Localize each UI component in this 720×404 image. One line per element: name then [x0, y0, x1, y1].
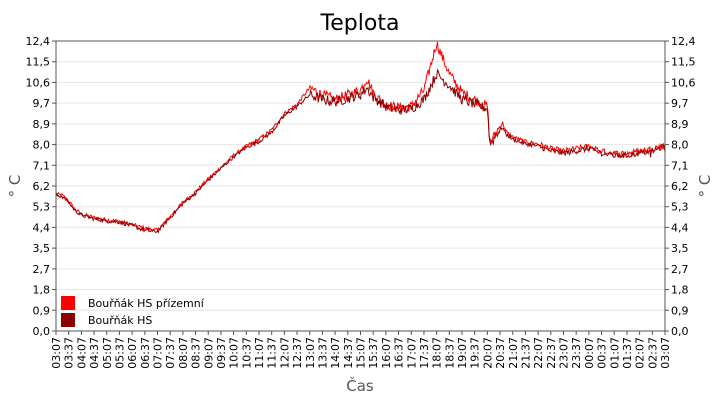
x-tick-label: 12:07 — [278, 337, 291, 369]
y-tick-label-left: 1,8 — [33, 284, 51, 297]
x-tick-label: 09:07 — [202, 337, 215, 369]
x-tick-label: 09:37 — [215, 337, 228, 369]
y-tick-label-right: 8,9 — [671, 118, 689, 131]
y-tick-label-left: 0,9 — [33, 304, 51, 317]
y-tick-label-right: 10,6 — [671, 76, 696, 89]
x-tick-label: 05:37 — [113, 337, 126, 369]
y-tick-label-right: 7,1 — [671, 159, 689, 172]
x-tick-label: 01:37 — [621, 337, 634, 369]
x-tick-label: 03:37 — [63, 337, 76, 369]
x-axis-label: Čas — [346, 376, 374, 395]
x-tick-label: 16:07 — [380, 337, 393, 369]
legend-swatch — [61, 313, 75, 327]
y-tick-label-right: 2,7 — [671, 263, 689, 276]
x-tick-label: 23:37 — [570, 337, 583, 369]
x-tick-label: 06:37 — [139, 337, 152, 369]
y-tick-label-left: 10,6 — [26, 76, 51, 89]
x-tick-label: 18:07 — [431, 337, 444, 369]
legend: Bouřňák HS přízemní Bouřňák HS — [61, 296, 205, 327]
x-tick-label: 02:37 — [646, 337, 659, 369]
x-tick-label: 07:37 — [164, 337, 177, 369]
y-tick-label-right: 1,8 — [671, 284, 689, 297]
y-tick-label-left: 6,2 — [33, 180, 51, 193]
x-tick-label: 21:37 — [519, 337, 532, 369]
x-tick-label: 12:37 — [291, 337, 304, 369]
x-tick-label: 07:07 — [152, 337, 165, 369]
x-tick-label: 11:37 — [266, 337, 279, 369]
y-axis-label-left: ° C — [6, 175, 24, 198]
x-tick-label: 17:07 — [405, 337, 418, 369]
x-tick-label: 02:07 — [634, 337, 647, 369]
x-tick-label: 16:37 — [393, 337, 406, 369]
x-tick-label: 06:07 — [126, 337, 139, 369]
x-tick-label: 05:07 — [101, 337, 114, 369]
x-tick-label: 04:07 — [75, 337, 88, 369]
x-tick-label: 20:37 — [494, 337, 507, 369]
x-tick-label: 15:37 — [367, 337, 380, 369]
series-line-0 — [55, 41, 666, 233]
x-tick-label: 20:07 — [481, 337, 494, 369]
x-tick-label: 08:37 — [190, 337, 203, 369]
x-tick-label: 11:07 — [253, 337, 266, 369]
y-tick-label-left: 12,4 — [26, 35, 51, 48]
x-tick-label: 17:37 — [418, 337, 431, 369]
y-tick-label-left: 9,7 — [33, 97, 51, 110]
y-tick-label-right: 5,3 — [671, 201, 689, 214]
x-tick-label: 08:07 — [177, 337, 190, 369]
y-tick-label-left: 3,5 — [33, 242, 51, 255]
series-lines — [55, 41, 666, 234]
x-tick-label: 19:07 — [456, 337, 469, 369]
series-line-1 — [55, 68, 666, 234]
y-tick-label-left: 0,0 — [33, 325, 51, 338]
y-tick-label-right: 3,5 — [671, 242, 689, 255]
grid-lines — [56, 40, 665, 332]
y-tick-label-right: 0,0 — [671, 325, 689, 338]
x-tick-label: 01:07 — [608, 337, 621, 369]
y-tick-label-left: 4,4 — [33, 221, 51, 234]
y-tick-label-left: 5,3 — [33, 201, 51, 214]
x-tick-label: 03:07 — [50, 337, 63, 369]
x-tick-label: 22:37 — [545, 337, 558, 369]
y-tick-label-left: 8,0 — [33, 139, 51, 152]
y-tick-label-left: 11,5 — [26, 56, 51, 69]
x-tick-label: 19:37 — [469, 337, 482, 369]
legend-label: Bouřňák HS přízemní — [88, 297, 205, 310]
x-tick-label: 00:37 — [596, 337, 609, 369]
x-tick-label: 14:37 — [342, 337, 355, 369]
x-tick-label: 00:07 — [583, 337, 596, 369]
x-tick-label: 13:37 — [316, 337, 329, 369]
y-tick-label-right: 4,4 — [671, 221, 689, 234]
y-axis-label-right: ° C — [696, 175, 714, 198]
legend-swatch — [61, 296, 75, 310]
y-tick-label-left: 7,1 — [33, 159, 51, 172]
x-tick-label: 03:07 — [659, 337, 672, 369]
y-tick-label-left: 8,9 — [33, 118, 51, 131]
x-tick-label: 10:07 — [228, 337, 241, 369]
y-tick-label-right: 8,0 — [671, 139, 689, 152]
y-tick-label-right: 9,7 — [671, 97, 689, 110]
y-tick-label-left: 2,7 — [33, 263, 51, 276]
x-tick-label: 15:07 — [355, 337, 368, 369]
y-tick-label-right: 0,9 — [671, 304, 689, 317]
x-tick-label: 21:07 — [507, 337, 520, 369]
x-tick-label: 13:07 — [304, 337, 317, 369]
x-tick-label: 10:37 — [240, 337, 253, 369]
x-tick-label: 23:07 — [558, 337, 571, 369]
x-tick-label: 18:37 — [443, 337, 456, 369]
chart-title: Teplota — [320, 11, 400, 36]
y-tick-label-right: 11,5 — [671, 56, 696, 69]
axis-ticks: 0,0 0,0 0,9 0,9 1,8 1,8 2,7 2,7 3,5 3,5 4,4 4,4 5,3 5… — [26, 35, 696, 369]
y-tick-label-right: 12,4 — [671, 35, 696, 48]
y-tick-label-right: 6,2 — [671, 180, 689, 193]
x-tick-label: 22:07 — [532, 337, 545, 369]
legend-label: Bouřňák HS — [88, 314, 152, 327]
x-tick-label: 14:07 — [329, 337, 342, 369]
x-tick-label: 04:37 — [88, 337, 101, 369]
